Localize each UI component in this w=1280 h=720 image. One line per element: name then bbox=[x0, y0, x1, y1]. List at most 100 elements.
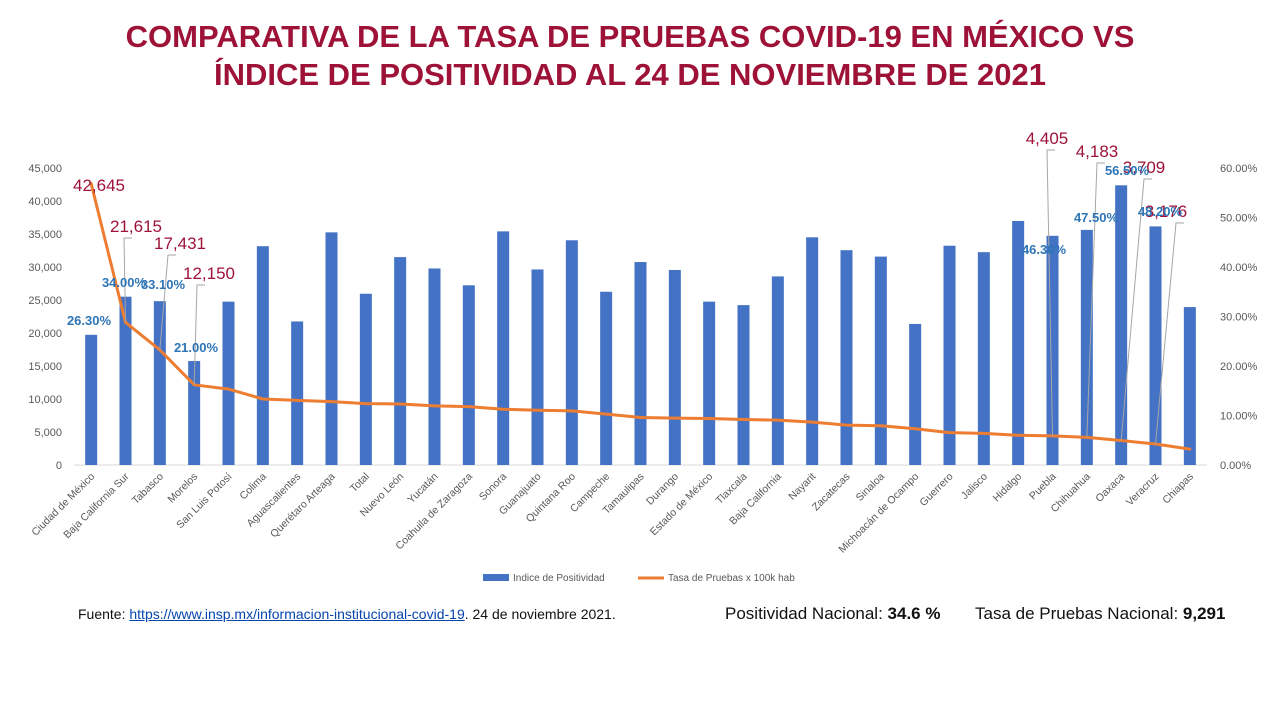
category-label: Total bbox=[348, 471, 372, 495]
bar-positividad bbox=[1080, 229, 1093, 465]
positividad-data-label: 33.10% bbox=[141, 277, 186, 292]
right-axis-tick: 40.00% bbox=[1220, 262, 1258, 274]
category-label: Hidalgo bbox=[991, 471, 1025, 505]
title-line-2: ÍNDICE DE POSITIVIDAD AL 24 DE NOVIEMBRE… bbox=[213, 57, 1047, 92]
left-axis-tick: 20,000 bbox=[28, 328, 62, 340]
bar-positividad bbox=[291, 321, 304, 465]
title-line-1: COMPARATIVA DE LA TASA DE PRUEBAS COVID-… bbox=[125, 19, 1135, 54]
leader-line bbox=[1120, 178, 1152, 441]
national-tests: Tasa de Pruebas Nacional: 9,291 bbox=[975, 604, 1225, 624]
category-label: Ciudad de México bbox=[29, 471, 97, 539]
bar-positividad bbox=[840, 250, 853, 465]
positividad-data-label: 21.00% bbox=[174, 340, 219, 355]
bar-positividad bbox=[462, 285, 475, 465]
tasa-data-label: 3,709 bbox=[1123, 158, 1166, 177]
leader-line bbox=[1086, 162, 1105, 438]
right-axis-tick: 30.00% bbox=[1220, 312, 1258, 324]
bar-positividad bbox=[531, 269, 544, 465]
bar-positividad bbox=[1149, 226, 1162, 465]
bar-positividad bbox=[909, 323, 922, 465]
positividad-data-label: 56.50% bbox=[1105, 163, 1150, 178]
positividad-data-label: 48.20% bbox=[1138, 204, 1183, 219]
national-positivity: Positividad Nacional: 34.6 % bbox=[725, 604, 940, 624]
tasa-data-label: 4,183 bbox=[1076, 142, 1119, 161]
source-suffix: . 24 de noviembre 2021. bbox=[464, 606, 616, 622]
source-link[interactable]: https://www.insp.mx/informacion-instituc… bbox=[129, 606, 465, 622]
tasa-data-label: 12,150 bbox=[183, 264, 235, 283]
tasa-data-label: 42,645 bbox=[73, 176, 125, 195]
legend-label-bars: Indice de Positividad bbox=[513, 573, 605, 584]
category-label: Morelos bbox=[165, 471, 200, 506]
bar-positividad bbox=[85, 334, 98, 465]
source-prefix: Fuente: bbox=[78, 606, 130, 622]
category-label: Sonora bbox=[477, 471, 510, 504]
bar-positividad bbox=[977, 252, 990, 465]
bar-positividad bbox=[497, 231, 510, 465]
category-label: Puebla bbox=[1027, 471, 1059, 503]
legend-label-line: Tasa de Pruebas x 100k hab bbox=[668, 573, 795, 584]
leader-line bbox=[193, 284, 205, 385]
left-axis-tick: 15,000 bbox=[28, 361, 62, 373]
bar-positividad bbox=[600, 291, 613, 465]
bar-positividad bbox=[256, 246, 269, 465]
category-label: Zacatecas bbox=[810, 471, 853, 514]
left-axis-tick: 25,000 bbox=[28, 295, 62, 307]
category-label: Veracruz bbox=[1124, 471, 1162, 509]
bar-positividad bbox=[1012, 220, 1025, 465]
category-label: Sinaloa bbox=[854, 471, 887, 504]
left-axis-tick: 40,000 bbox=[28, 196, 62, 208]
bar-positividad bbox=[325, 232, 338, 465]
category-label: Guerrero bbox=[917, 471, 955, 509]
bar-positividad bbox=[668, 269, 681, 465]
national-tests-label: Tasa de Pruebas Nacional: bbox=[975, 604, 1183, 623]
bar-positividad bbox=[119, 296, 132, 465]
left-axis-tick: 30,000 bbox=[28, 262, 62, 274]
national-positivity-label: Positividad Nacional: bbox=[725, 604, 888, 623]
bar-positividad bbox=[771, 276, 784, 465]
left-axis-tick: 5,000 bbox=[34, 427, 62, 439]
right-axis-tick: 60.00% bbox=[1220, 163, 1258, 175]
line-tasa-pruebas bbox=[89, 182, 1192, 451]
leader-line bbox=[123, 237, 132, 323]
bar-positividad bbox=[737, 305, 750, 465]
bar-positividad bbox=[1183, 307, 1196, 465]
category-label: Nayarit bbox=[786, 471, 818, 503]
leader-line bbox=[1046, 149, 1055, 436]
right-axis-tick: 50.00% bbox=[1220, 213, 1258, 225]
combo-chart: 0 5,000 10,000 15,000 20,000 25,000 30,000 35,0… bbox=[28, 129, 1258, 584]
left-axis-tick: 10,000 bbox=[28, 394, 62, 406]
national-tests-value: 9,291 bbox=[1182, 604, 1226, 623]
tasa-data-label: 17,431 bbox=[154, 234, 206, 253]
positividad-data-label: 26.30% bbox=[67, 313, 112, 328]
bar-positividad bbox=[359, 293, 372, 465]
category-label: Estado de México bbox=[648, 471, 716, 539]
tasa-data-label: 21,615 bbox=[110, 217, 162, 236]
positividad-data-label: 47.50% bbox=[1074, 210, 1119, 225]
left-axis-tick: 35,000 bbox=[28, 229, 62, 241]
category-label: Colima bbox=[237, 471, 269, 503]
category-label: Jalisco bbox=[959, 471, 990, 502]
right-axis-tick: 10.00% bbox=[1220, 411, 1258, 423]
category-label: Tabasco bbox=[130, 471, 166, 507]
bar-positividad bbox=[806, 237, 819, 465]
right-axis-tick: 0.00% bbox=[1220, 460, 1251, 472]
category-label: Querétaro Arteaga bbox=[268, 471, 338, 541]
bar-positividad bbox=[703, 301, 716, 465]
positividad-data-label: 34.00% bbox=[102, 275, 147, 290]
bar-positividad bbox=[874, 256, 887, 465]
tasa-data-label: 3,176 bbox=[1145, 202, 1188, 221]
positividad-data-label: 46.30% bbox=[1022, 242, 1067, 257]
bar-positividad bbox=[153, 301, 166, 465]
leader-line bbox=[1155, 222, 1184, 445]
left-axis-tick: 45,000 bbox=[28, 163, 62, 175]
category-label: Baja California Sur bbox=[61, 470, 132, 541]
right-axis-tick: 20.00% bbox=[1220, 361, 1258, 373]
leader-line bbox=[159, 254, 176, 350]
bar-positividad bbox=[634, 262, 647, 465]
bar-positividad bbox=[222, 301, 235, 465]
bar-positividad bbox=[1115, 185, 1128, 465]
page-title: COMPARATIVA DE LA TASA DE PRUEBAS COVID-… bbox=[0, 18, 1260, 94]
bar-positividad bbox=[943, 245, 956, 465]
tasa-data-label: 4,405 bbox=[1026, 129, 1069, 148]
left-axis-tick: 0 bbox=[56, 460, 62, 472]
